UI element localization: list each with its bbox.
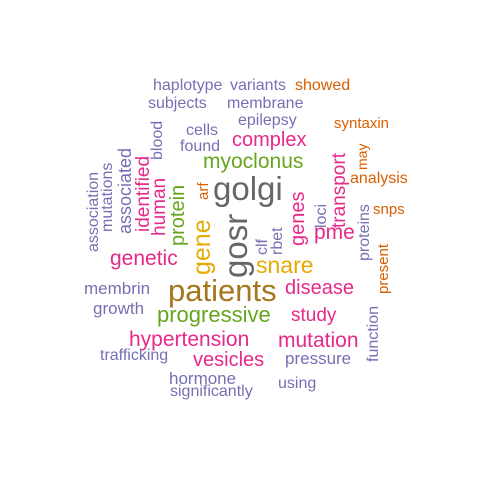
word-hormone: hormone — [169, 369, 237, 388]
word-membrin: membrin — [84, 279, 151, 298]
word-blood: blood — [149, 120, 166, 160]
word-snare: snare — [256, 252, 314, 278]
word-mutations: mutations — [99, 162, 116, 232]
word-complex: complex — [232, 129, 307, 151]
word-pressure: pressure — [285, 349, 352, 368]
word-mutation: mutation — [278, 329, 359, 352]
word-disease: disease — [285, 277, 354, 299]
word-golgi: golgi — [213, 170, 283, 207]
word-genes: genes — [287, 191, 309, 247]
word-syntaxin: syntaxin — [334, 115, 390, 132]
word-proteins: proteins — [356, 204, 373, 261]
word-present: present — [375, 243, 392, 294]
word-found: found — [180, 138, 221, 155]
word-showed: showed — [295, 77, 351, 94]
word-snps: snps — [373, 201, 405, 218]
word-rbet: rbet — [269, 227, 286, 255]
word-analysis: analysis — [350, 170, 408, 187]
word-using: using — [278, 375, 317, 392]
word-membrane: membrane — [227, 95, 304, 112]
word-association: association — [85, 171, 102, 252]
word-cells: cells — [186, 122, 219, 139]
word-study: study — [291, 305, 337, 326]
word-protein: protein — [167, 184, 189, 246]
word-hypertension: hypertension — [129, 328, 250, 351]
word-subjects: subjects — [148, 95, 207, 112]
word-haplotype: haplotype — [153, 77, 223, 94]
word-associated: associated — [115, 147, 135, 234]
word-significantly: significantly — [170, 383, 253, 400]
word-epilepsy: epilepsy — [238, 112, 297, 129]
word-variants: variants — [230, 77, 287, 94]
word-may: may — [354, 143, 370, 170]
word-growth: growth — [93, 299, 145, 318]
word-myoclonus: myoclonus — [203, 150, 304, 173]
word-genetic: genetic — [110, 247, 178, 270]
word-pme: pme — [314, 221, 355, 244]
word-gosr: gosr — [217, 213, 254, 278]
word-vesicles: vesicles — [193, 349, 265, 371]
word-progressive: progressive — [157, 302, 271, 327]
word-gene: gene — [188, 219, 216, 275]
word-function: function — [365, 305, 382, 362]
word-arf: arf — [195, 182, 212, 200]
word-transport: transport — [329, 153, 350, 228]
word-trafficking: trafficking — [100, 347, 169, 364]
word-patients: patients — [168, 273, 277, 308]
